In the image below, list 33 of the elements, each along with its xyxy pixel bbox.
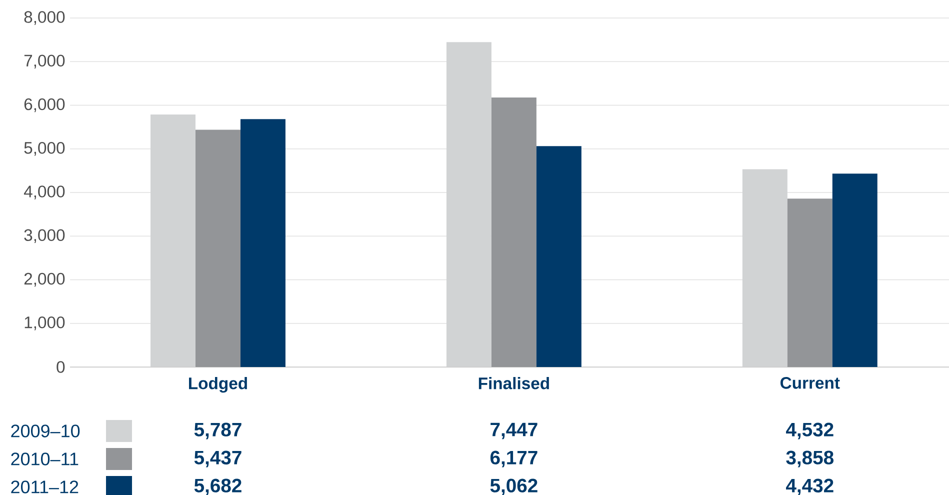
- y-tick-label: 7,000: [24, 54, 65, 69]
- y-tick-label: 8,000: [24, 11, 65, 25]
- legend-label: 2010–11: [11, 452, 78, 466]
- bar: [832, 174, 878, 367]
- y-tick-label: 0: [56, 361, 65, 373]
- bar: [446, 42, 492, 367]
- data-label: 4,532: [786, 422, 834, 440]
- bar: [536, 146, 582, 367]
- bar: [196, 130, 240, 367]
- data-label: 4,432: [786, 478, 834, 495]
- bar: [240, 119, 286, 367]
- data-label: 6,177: [490, 450, 538, 468]
- legend-label: 2009–10: [11, 424, 80, 438]
- data-label: 5,682: [194, 478, 242, 495]
- legend-label: 2011–12: [11, 480, 78, 494]
- bar: [150, 114, 196, 367]
- y-tick-label: 4,000: [24, 186, 65, 200]
- y-tick-label: 2,000: [24, 272, 65, 287]
- data-label: 5,437: [194, 450, 242, 468]
- x-tick-label: Finalised: [478, 377, 549, 390]
- data-label: 3,858: [786, 450, 834, 468]
- bar: [491, 98, 536, 367]
- data-label: 5,062: [490, 478, 538, 495]
- y-tick-label: 5,000: [24, 142, 65, 156]
- data-label: 5,787: [194, 422, 242, 440]
- data-label: 7,447: [490, 422, 538, 440]
- x-tick-label: Current: [780, 377, 840, 389]
- y-tick-label: 6,000: [24, 98, 65, 112]
- bar: [742, 169, 788, 367]
- x-tick-label: Lodged: [189, 377, 247, 393]
- bar: [787, 198, 832, 367]
- y-tick-label: 3,000: [24, 229, 65, 243]
- y-tick-label: 1,000: [24, 316, 65, 330]
